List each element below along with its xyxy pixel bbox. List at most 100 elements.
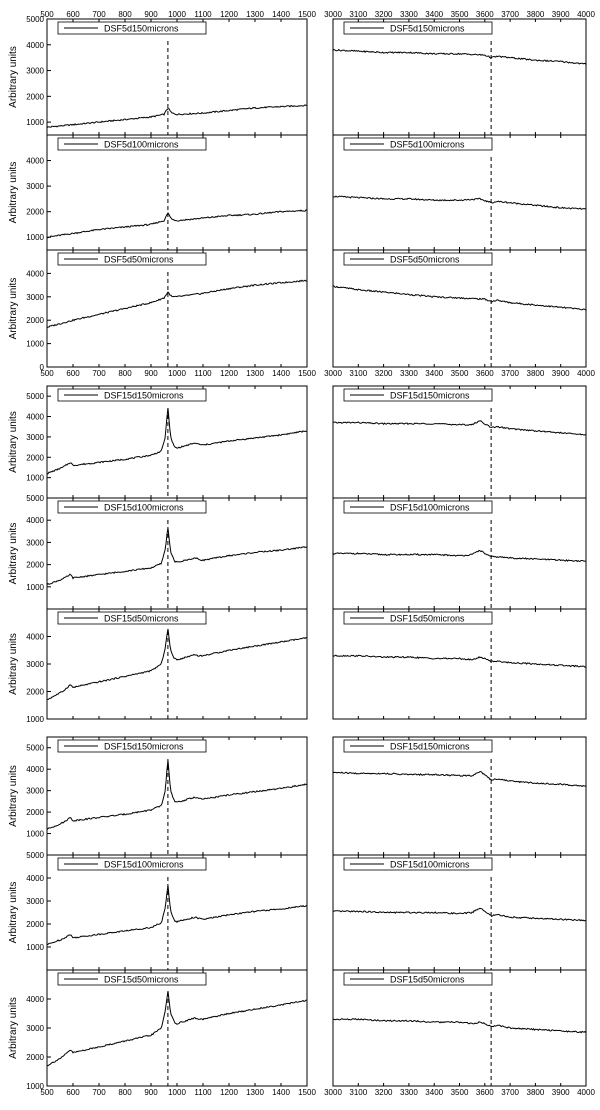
legend-box	[57, 388, 207, 402]
x-tick-label-bottom: 1000	[168, 369, 186, 378]
series-line	[333, 420, 587, 436]
x-tick-label-bottom: 3200	[375, 369, 393, 378]
x-tick-label-top: 3200	[375, 10, 393, 19]
y-tick-label: 1000	[26, 474, 44, 483]
x-tick-label-top: 3800	[527, 10, 545, 19]
y-tick-label: 1000	[26, 715, 44, 724]
series-line	[46, 279, 308, 328]
x-tick-label-bottom: 800	[118, 1088, 132, 1097]
chart-panel: 3000 3100 3200 3300 3400 3500 3600 3700 3800 3900…	[324, 249, 595, 378]
y-tick-label: 4000	[26, 413, 44, 422]
x-tick-label-bottom: 3800	[527, 369, 545, 378]
x-tick-label-bottom: 900	[144, 369, 158, 378]
legend-box	[57, 137, 207, 151]
plot-frame	[332, 249, 587, 368]
legend-box	[343, 972, 493, 986]
legend-box	[57, 611, 207, 625]
y-tick-label: 4000	[26, 765, 44, 774]
y-tick-label: 1000	[26, 340, 44, 349]
x-tick-label-top: 3700	[501, 10, 519, 19]
chart-panel: DSF15d150microns	[332, 385, 587, 499]
y-tick-label: 3000	[26, 660, 44, 669]
chart-panel: DSF15d150microns	[332, 736, 587, 856]
series-line	[332, 907, 587, 922]
legend-label: DSF15d100microns	[390, 860, 470, 870]
legend-box	[57, 972, 207, 986]
x-tick-label-bottom: 3000	[324, 1088, 342, 1097]
y-tick-label: 1000	[26, 118, 44, 127]
series-line	[332, 48, 587, 65]
legend-label: DSF15d150microns	[390, 391, 470, 401]
y-tick-label: 3000	[26, 293, 44, 302]
legend-label: DSF5d150microns	[390, 24, 465, 34]
x-tick-label-bottom: 3200	[375, 1088, 393, 1097]
x-tick-label-bottom: 500	[40, 369, 54, 378]
series-line	[332, 549, 587, 563]
x-tick-label-bottom: 1200	[220, 369, 238, 378]
chart-panel: 0 1000 2000 3000 4000 500 600 700 800 900 1000 1100…	[8, 249, 316, 378]
x-tick-label-bottom: 4000	[577, 369, 595, 378]
y-tick-label: 5000	[26, 15, 44, 24]
x-tick-label-bottom: 700	[92, 369, 106, 378]
legend-box	[343, 388, 493, 402]
legend-label: DSF15d50microns	[390, 614, 465, 624]
y-tick-label: 3000	[26, 433, 44, 442]
series-line	[46, 104, 308, 129]
plot-frame	[332, 736, 587, 856]
plot-frame	[332, 134, 587, 251]
y-tick-label: 3000	[26, 538, 44, 547]
y-axis-label: Arbitrary units	[8, 765, 19, 827]
x-tick-label-top: 1100	[194, 10, 212, 19]
x-tick-label-bottom: 1400	[272, 1088, 290, 1097]
chart-panel: 1000 2000 3000 4000 500 600 700 800 900 1000 1100 1…	[8, 969, 316, 1097]
y-axis-label: Arbitrary units	[8, 633, 19, 695]
y-tick-label: 1000	[26, 233, 44, 242]
plot-frame	[46, 736, 308, 856]
x-tick-label-bottom: 1200	[220, 1088, 238, 1097]
y-tick-label: 1000	[26, 830, 44, 839]
y-tick-label: 2000	[26, 92, 44, 101]
legend-label: DSF5d100microns	[390, 140, 465, 150]
x-tick-label-top: 1300	[246, 10, 264, 19]
legend-label: DSF15d150microns	[390, 742, 470, 752]
x-tick-label-bottom: 3500	[451, 1088, 469, 1097]
x-tick-label-bottom: 3300	[400, 1088, 418, 1097]
chart-panel: 3000 3100 3200 3300 3400 3500 3600 3700 3800 3900…	[324, 969, 595, 1097]
chart-panel: 3000 3100 3200 3300 3400 3500 3600 3700 3800 3900…	[324, 10, 595, 136]
legend-label: DSF15d50microns	[390, 975, 465, 985]
x-tick-label-bottom: 1300	[246, 369, 264, 378]
x-tick-label-bottom: 1500	[298, 369, 316, 378]
plot-frame	[46, 854, 308, 971]
y-axis-label: Arbitrary units	[8, 162, 19, 224]
series-line	[46, 528, 308, 586]
x-tick-label-bottom: 700	[92, 1088, 106, 1097]
legend-box	[57, 21, 207, 35]
x-tick-label-top: 1200	[220, 10, 238, 19]
y-tick-label: 3000	[26, 787, 44, 796]
legend-label: DSF5d50microns	[104, 255, 174, 265]
plot-frame	[332, 18, 587, 136]
legend-label: DSF15d50microns	[104, 975, 179, 985]
chart-panel: DSF5d100microns	[332, 134, 587, 251]
y-tick-label: 2000	[26, 453, 44, 462]
plot-frame	[46, 497, 308, 610]
y-axis-label: Arbitrary units	[8, 882, 19, 944]
x-tick-label-bottom: 1100	[194, 369, 212, 378]
x-tick-label-bottom: 3100	[349, 369, 367, 378]
y-tick-label: 4000	[26, 995, 44, 1004]
chart-panel: 1000 2000 3000 4000 5000 Arbitrary units DSF15…	[8, 385, 308, 499]
x-tick-label-top: 3000	[324, 10, 342, 19]
x-tick-label-top: 1000	[168, 10, 186, 19]
y-tick-label: 1000	[26, 583, 44, 592]
y-tick-label: 1000	[26, 1082, 44, 1091]
plot-frame	[46, 18, 308, 136]
y-axis-label: Arbitrary units	[8, 411, 19, 473]
y-tick-label: 4000	[26, 157, 44, 166]
legend-box	[57, 857, 207, 871]
series-line	[46, 885, 308, 946]
chart-panel: DSF15d100microns	[332, 497, 587, 610]
plot-frame	[46, 249, 308, 368]
y-tick-label: 3000	[26, 897, 44, 906]
y-axis-label: Arbitrary units	[8, 523, 19, 585]
